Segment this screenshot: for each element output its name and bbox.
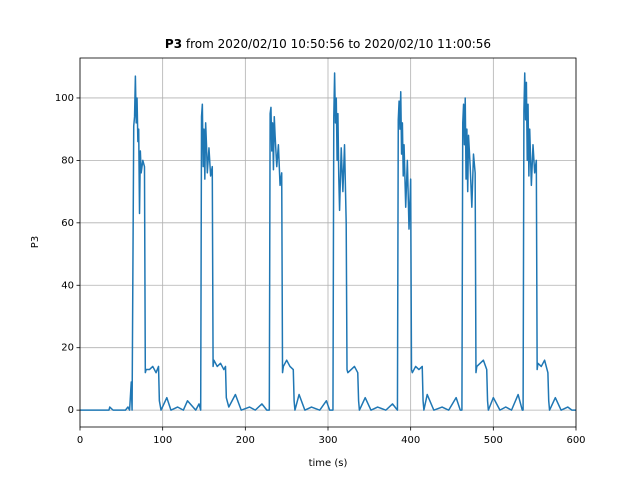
x-tick-label: 300 xyxy=(318,435,337,446)
x-tick-label: 0 xyxy=(77,435,83,446)
y-tick-label: 40 xyxy=(61,280,74,291)
plot-frame xyxy=(79,57,577,428)
chart-title: P3 from 2020/02/10 10:50:56 to 2020/02/1… xyxy=(165,37,491,51)
y-axis-label: P3 xyxy=(30,236,41,248)
x-tick-label: 400 xyxy=(401,435,420,446)
y-tick-label: 0 xyxy=(68,405,74,416)
x-tick-label: 100 xyxy=(153,435,172,446)
y-tick-label: 20 xyxy=(61,343,74,354)
y-tick-label: 80 xyxy=(61,155,74,166)
title-rest: from 2020/02/10 10:50:56 to 2020/02/10 1… xyxy=(186,37,491,51)
data-line xyxy=(80,72,576,411)
x-axis-label: time (s) xyxy=(309,458,348,469)
title-bold: P3 xyxy=(165,37,182,51)
x-tick-label: 600 xyxy=(566,435,585,446)
y-tick-label: 60 xyxy=(61,218,74,229)
x-tick-label: 500 xyxy=(484,435,503,446)
x-tick-label: 200 xyxy=(236,435,255,446)
y-tick-label: 100 xyxy=(55,93,74,104)
